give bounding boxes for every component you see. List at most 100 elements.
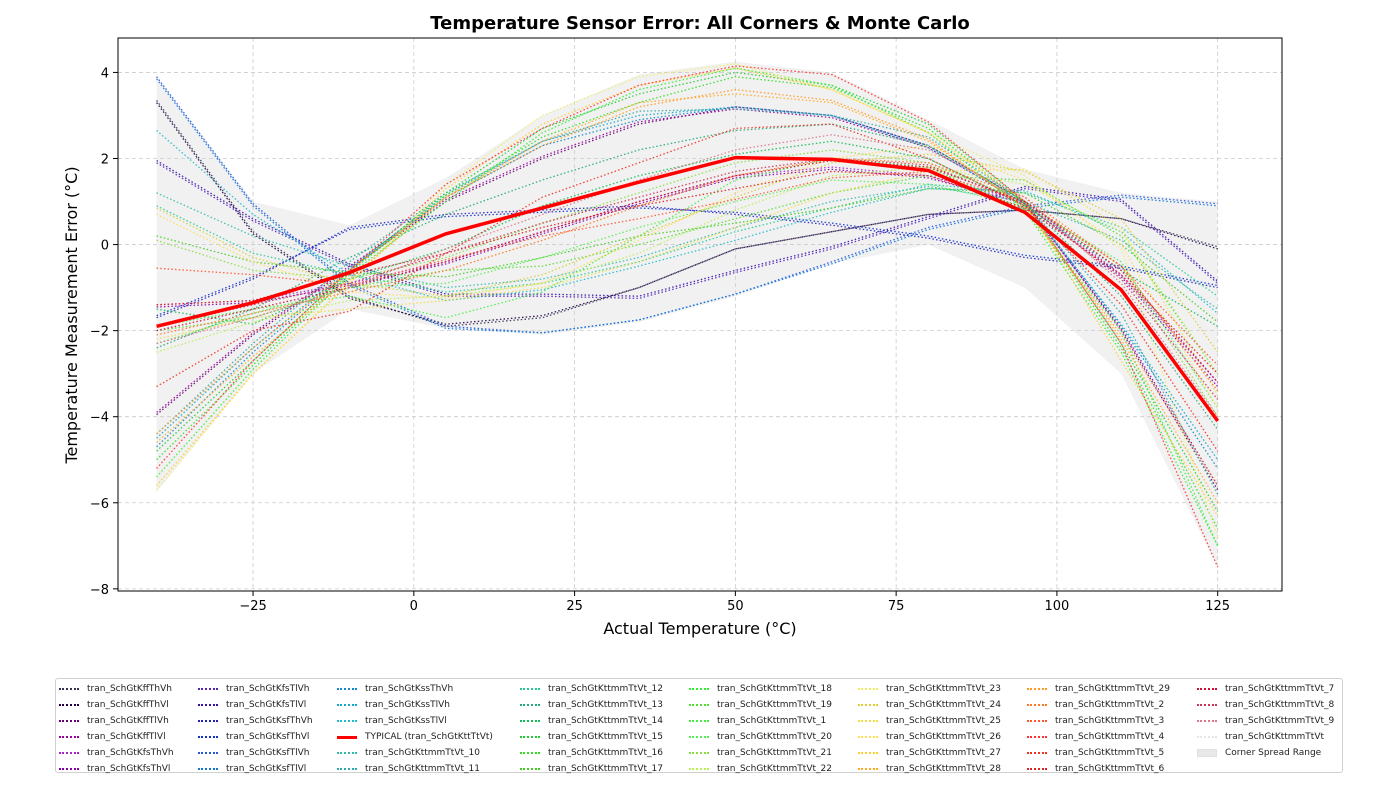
corner-spread-band-layer <box>156 61 1218 568</box>
legend-item: tran_SchGtKttmmTtVt_5 <box>1027 746 1164 760</box>
legend-item: tran_SchGtKssTlVh <box>337 698 450 712</box>
legend-label: tran_SchGtKsfThVl <box>226 732 310 742</box>
series-line-tran_SchGtKfsTlVl <box>156 160 1219 297</box>
legend-item: tran_SchGtKttmmTtVt_10 <box>337 746 480 760</box>
legend-item: tran_SchGtKttmmTtVt_29 <box>1027 682 1170 696</box>
x-tick-label: −25 <box>239 599 266 614</box>
legend-label: tran_SchGtKsfThVh <box>226 716 313 726</box>
y-tick-label: −4 <box>90 411 109 426</box>
legend-swatch <box>520 720 540 722</box>
legend-swatch <box>59 704 79 706</box>
legend-item: tran_SchGtKfsThVl <box>59 762 170 776</box>
series-line-tran_SchGtKsfTlVl <box>156 78 1218 334</box>
legend-label: tran_SchGtKttmmTtVt_21 <box>717 748 832 758</box>
series-line-tran_SchGtKfsTlVh <box>156 162 1219 300</box>
legend-item: tran_SchGtKfsTlVh <box>198 682 309 696</box>
legend-item: tran_SchGtKsfThVl <box>198 730 309 744</box>
legend-item: tran_SchGtKttmmTtVt_17 <box>520 762 663 776</box>
legend-item-corner-spread: Corner Spread Range <box>1197 746 1321 760</box>
legend-label: tran_SchGtKttmmTtVt_18 <box>717 684 832 694</box>
legend-swatch <box>689 704 709 706</box>
legend-swatch <box>337 688 357 690</box>
legend-item: tran_SchGtKttmmTtVt_6 <box>1027 762 1164 776</box>
legend-swatch <box>1027 752 1047 754</box>
legend-item: tran_SchGtKttmmTtVt_14 <box>520 714 663 728</box>
legend-swatch <box>337 735 357 739</box>
legend-swatch <box>520 768 540 770</box>
legend-label: tran_SchGtKssTlVl <box>365 716 447 726</box>
legend-label: tran_SchGtKttmmTtVt_13 <box>548 700 663 710</box>
legend-label: tran_SchGtKttmmTtVt_28 <box>886 764 1001 774</box>
legend-swatch <box>858 688 878 690</box>
series-line-tran_SchGtKfsThVl <box>156 168 1219 388</box>
legend-swatch <box>689 752 709 754</box>
x-tick-label: 100 <box>1045 599 1070 614</box>
legend-label: tran_SchGtKfsThVl <box>87 764 171 774</box>
legend-item: tran_SchGtKttmmTtVt_11 <box>337 762 480 776</box>
legend-label: tran_SchGtKttmmTtVt_24 <box>886 700 1001 710</box>
legend-label: tran_SchGtKsfTlVl <box>226 764 307 774</box>
legend-swatch <box>198 768 218 770</box>
legend-item: tran_SchGtKttmmTtVt_20 <box>689 730 832 744</box>
tick-layer: −25 0 25 50 75 100 125 −8 −6 −4 −2 0 2 4 <box>90 66 1230 614</box>
legend-label: tran_SchGtKttmmTtVt_25 <box>886 716 1001 726</box>
y-tick-label: −2 <box>90 325 109 340</box>
legend-label: tran_SchGtKffThVh <box>87 684 172 694</box>
legend-item: tran_SchGtKffThVh <box>59 682 172 696</box>
y-tick-label: −8 <box>90 583 109 598</box>
legend-swatch <box>858 736 878 738</box>
legend-swatch <box>337 720 357 722</box>
legend-label: tran_SchGtKttmmTtVt_10 <box>365 748 480 758</box>
legend-label: tran_SchGtKttmmTtVt_27 <box>886 748 1001 758</box>
legend-swatch <box>59 752 79 754</box>
legend-label: tran_SchGtKttmmTtVt_22 <box>717 764 832 774</box>
legend-item: tran_SchGtKssThVh <box>337 682 453 696</box>
legend-swatch <box>198 688 218 690</box>
legend-label: tran_SchGtKfsTlVl <box>226 700 307 710</box>
legend-item: tran_SchGtKffThVl <box>59 698 169 712</box>
legend-swatch <box>1027 736 1047 738</box>
legend-swatch <box>198 752 218 754</box>
legend-item: tran_SchGtKttmmTtVt_1 <box>689 714 826 728</box>
series-line-tran_SchGtKttmmTtVt_6 <box>156 170 1219 375</box>
legend-label: tran_SchGtKttmmTtVt_19 <box>717 700 832 710</box>
legend-swatch <box>858 720 878 722</box>
series-line-tran_SchGtKssThVh <box>156 106 1219 469</box>
legend-item: tran_SchGtKttmmTtVt_12 <box>520 682 663 696</box>
legend-swatch <box>59 736 79 738</box>
legend-item: tran_SchGtKsfThVh <box>198 714 313 728</box>
legend-item: tran_SchGtKttmmTtVt_3 <box>1027 714 1164 728</box>
legend-item: tran_SchGtKttmmTtVt_2 <box>1027 698 1164 712</box>
legend-label: tran_SchGtKttmmTtVt_11 <box>365 764 480 774</box>
series-line-tran_SchGtKttmmTtVt_5 <box>156 123 1219 452</box>
series-line-tran_SchGtKssTlVl <box>156 130 1219 314</box>
legend-swatch <box>1027 704 1047 706</box>
series-line-tran_SchGtKttmmTtVt_20 <box>156 179 1219 409</box>
legend-label: tran_SchGtKsfTlVh <box>226 748 310 758</box>
legend-item: tran_SchGtKttmmTtVt_7 <box>1197 682 1334 696</box>
legend-swatch <box>1197 704 1217 706</box>
legend-swatch <box>1197 749 1217 757</box>
chart-title: Temperature Sensor Error: All Corners & … <box>430 13 969 34</box>
y-tick-label: 4 <box>101 66 109 81</box>
legend-item: tran_SchGtKttmmTtVt_13 <box>520 698 663 712</box>
legend-swatch <box>1027 688 1047 690</box>
series-line-tran_SchGtKffThVh <box>156 100 1218 327</box>
corner-spread-band <box>156 61 1218 568</box>
series-line-tran_SchGtKttmmTtVt_8 <box>156 157 1219 400</box>
series-line-tran_SchGtKttmmTtVt_29 <box>156 88 1219 486</box>
x-tick-label: 0 <box>410 599 418 614</box>
legend-swatch <box>689 768 709 770</box>
legend-label: tran_SchGtKttmmTtVt_9 <box>1225 716 1335 726</box>
legend-swatch <box>59 768 79 770</box>
legend-swatch <box>689 720 709 722</box>
x-tick-label: 50 <box>727 599 744 614</box>
legend-item: TYPICAL (tran_SchGtKttTtVt) <box>337 730 493 744</box>
series-line-tran_SchGtKttmmTtVt_10 <box>156 185 1219 310</box>
legend-label: tran_SchGtKttmmTtVt_1 <box>717 716 827 726</box>
series-line-tran_SchGtKttmmTtVt_25 <box>156 168 1219 396</box>
legend-item: tran_SchGtKttmmTtVt_16 <box>520 746 663 760</box>
legend-swatch <box>1197 688 1217 690</box>
series-line-tran_SchGtKttmmTtVt_2 <box>156 157 1219 392</box>
